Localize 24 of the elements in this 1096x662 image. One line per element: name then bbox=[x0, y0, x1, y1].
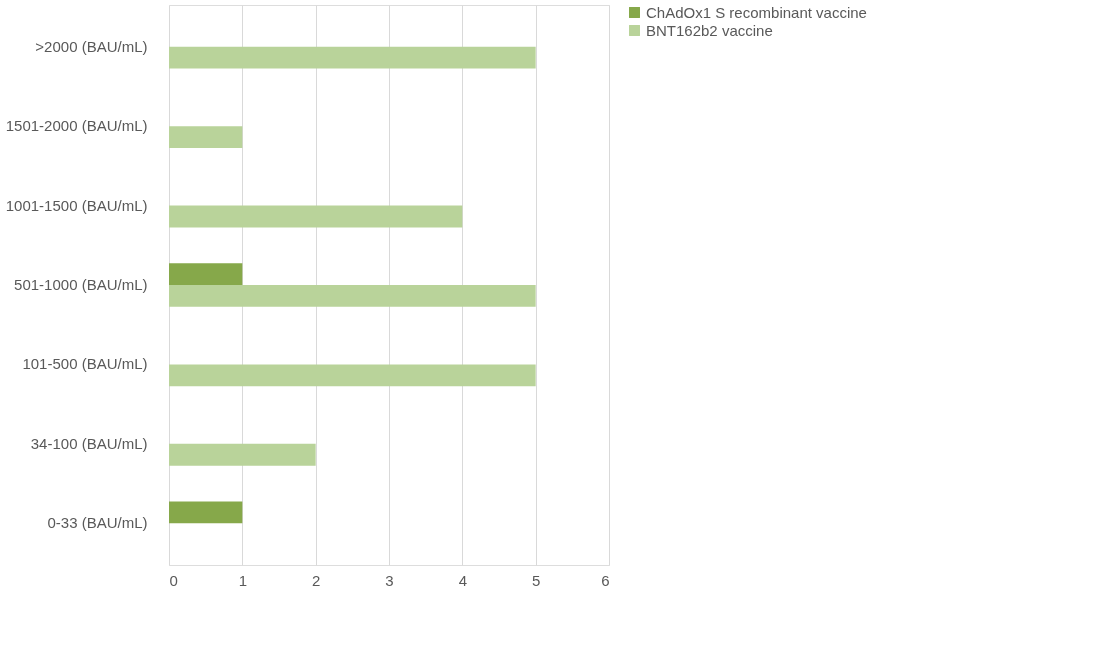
x-tick-label: 2 bbox=[311, 571, 321, 589]
bar bbox=[169, 263, 243, 285]
bar bbox=[169, 205, 463, 228]
legend-label: ChAdOx1 S recombinant vaccine bbox=[646, 3, 867, 21]
legend-label: BNT162b2 vaccine bbox=[646, 21, 773, 39]
y-tick-label: 101-500 (BAU/mL) bbox=[22, 355, 148, 373]
x-tick-label: 5 bbox=[531, 571, 541, 589]
y-tick-label: 1501-2000 (BAU/mL) bbox=[5, 117, 148, 135]
bar bbox=[169, 285, 536, 307]
bar bbox=[169, 364, 536, 387]
x-tick-label: 1 bbox=[238, 571, 248, 589]
y-tick-label: 0-33 (BAU/mL) bbox=[47, 514, 148, 532]
x-tick-label: 6 bbox=[601, 571, 610, 589]
x-tick-label: 3 bbox=[385, 571, 394, 589]
y-tick-label: 501-1000 (BAU/mL) bbox=[14, 276, 148, 293]
y-tick-label: >2000 (BAU/mL) bbox=[35, 37, 148, 55]
bar bbox=[169, 501, 243, 524]
x-tick-label: 4 bbox=[458, 571, 468, 589]
bar bbox=[169, 126, 243, 148]
bar bbox=[169, 443, 316, 466]
bar bbox=[169, 46, 536, 69]
y-tick-label: 1001-1500 (BAU/mL) bbox=[5, 196, 148, 214]
x-tick-label: 0 bbox=[169, 571, 178, 589]
y-tick-label: 34-100 (BAU/mL) bbox=[30, 434, 148, 452]
